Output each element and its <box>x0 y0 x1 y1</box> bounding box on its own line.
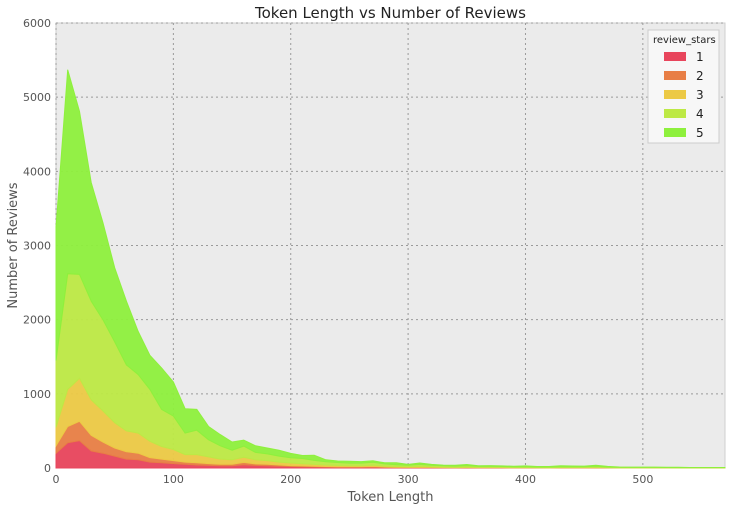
y-tick-label: 5000 <box>23 91 51 104</box>
y-tick-label: 3000 <box>23 240 51 253</box>
x-tick-label: 400 <box>515 473 536 486</box>
legend-box <box>647 29 720 144</box>
legend-label-1: 1 <box>696 50 704 64</box>
legend-title: review_stars <box>653 35 716 46</box>
chart-title: Token Length vs Number of Reviews <box>254 4 526 22</box>
axis-ticks: 0 100 200 300 400 500010002000300040005000600… <box>23 17 653 486</box>
y-tick-label: 6000 <box>23 17 51 30</box>
x-tick-label: 0 <box>53 473 60 486</box>
x-tick-label: 500 <box>632 473 653 486</box>
legend-swatch-3 <box>664 90 686 99</box>
x-tick-label: 200 <box>280 473 301 486</box>
y-tick-label: 1000 <box>23 388 51 401</box>
legend-label-3: 3 <box>696 88 704 102</box>
x-axis-label: Token Length <box>347 490 434 505</box>
legend-swatch-5 <box>664 128 686 137</box>
legend: review_stars 1 2 3 4 5 <box>647 29 720 144</box>
area-series-5 <box>55 69 726 469</box>
y-tick-label: 2000 <box>23 314 51 327</box>
y-tick-label: 0 <box>44 462 51 475</box>
legend-items: 1 2 3 4 5 <box>664 50 704 140</box>
legend-label-4: 4 <box>696 107 704 121</box>
legend-swatch-2 <box>664 71 686 80</box>
x-tick-label: 300 <box>398 473 419 486</box>
y-axis-label: Number of Reviews <box>6 182 21 308</box>
area-series <box>55 69 726 469</box>
legend-swatch-4 <box>664 109 686 118</box>
y-tick-label: 4000 <box>23 165 51 178</box>
legend-swatch-1 <box>664 52 686 61</box>
x-tick-label: 100 <box>163 473 184 486</box>
legend-label-5: 5 <box>696 126 704 140</box>
legend-label-2: 2 <box>696 69 704 83</box>
